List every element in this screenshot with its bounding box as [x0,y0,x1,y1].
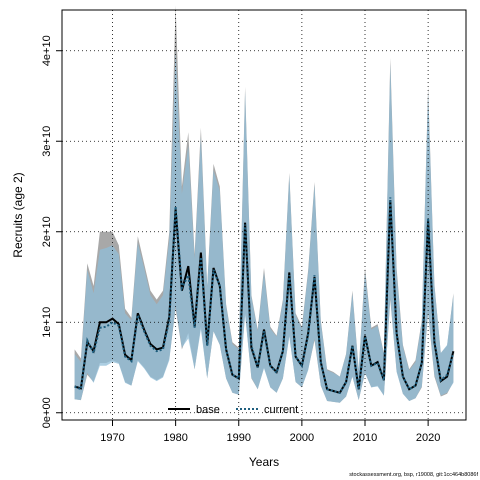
x-tick-label-1980: 1980 [163,432,187,444]
x-tick-label-2000: 2000 [290,432,314,444]
line-current [74,197,455,394]
y-tick-label-2: 2e+10 [41,216,53,247]
y-axis: 0e+00 1e+10 2e+10 3e+10 4e+10 [41,35,63,428]
y-tick-label-1: 1e+10 [41,307,53,338]
y-tick-label-4: 4e+10 [41,35,53,66]
series-lines [74,197,455,394]
footnote: stockassessment.org, bsp, r19008, git:1c… [349,472,478,478]
grid-lines [62,10,466,420]
legend-current-label: current [264,404,298,416]
line-base [74,200,455,394]
x-axis-title: Years [249,455,279,469]
x-tick-label-1990: 1990 [227,432,251,444]
y-axis-title: Recruits (age 2) [11,172,25,257]
legend-base-label: base [196,404,220,416]
band-current [74,50,454,403]
x-tick-label-2010: 2010 [353,432,377,444]
confidence-bands [74,5,454,403]
y-tick-label-0: 0e+00 [41,397,53,428]
x-axis: 1970 1980 1990 2000 2010 2020 [100,419,440,444]
x-tick-label-2020: 2020 [416,432,440,444]
legend: base current [168,404,298,416]
x-tick-label-1970: 1970 [100,432,124,444]
y-tick-label-3: 3e+10 [41,126,53,157]
